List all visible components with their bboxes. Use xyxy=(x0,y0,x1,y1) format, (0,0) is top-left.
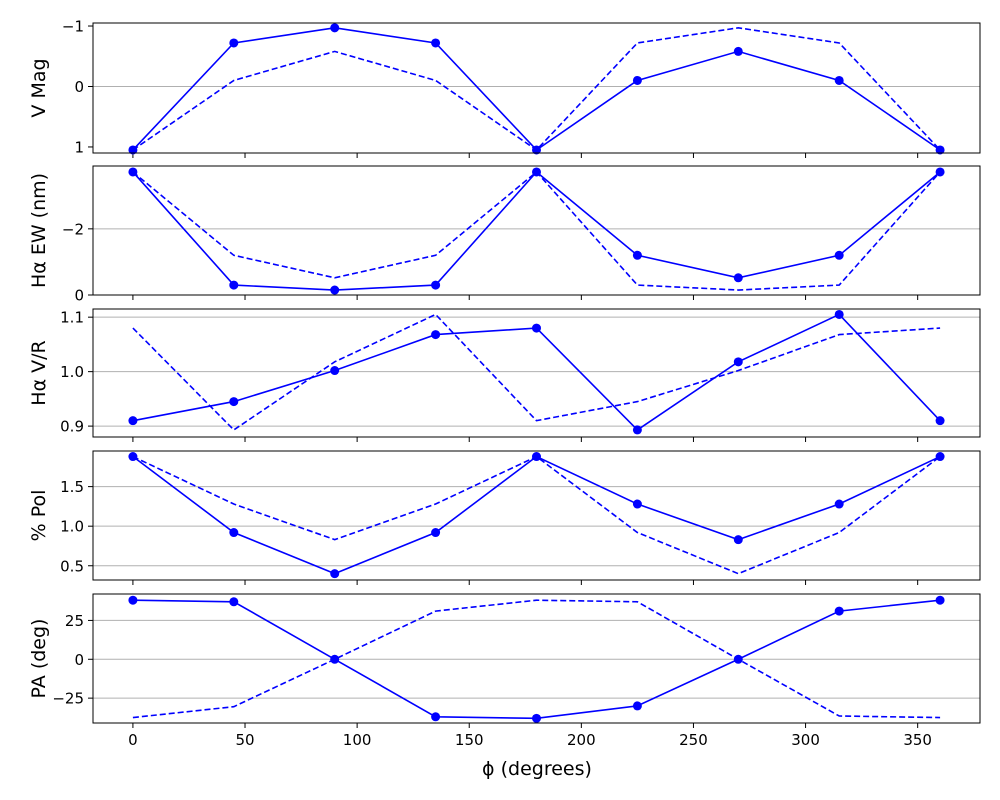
series-dashed-line xyxy=(132,599,941,719)
data-point xyxy=(128,416,138,426)
y-axis-label: PA (deg) xyxy=(28,619,50,699)
data-point xyxy=(632,425,642,435)
y-tick-label: 1.5 xyxy=(60,478,84,496)
y-tick-label: 0 xyxy=(74,78,84,96)
panel-3: 0.9 1.0 1.1 Hα V/R xyxy=(28,308,981,442)
series-dashed-line xyxy=(132,27,941,152)
y-tick-label: −2 xyxy=(62,220,84,238)
y-tick-label: 1 xyxy=(74,138,84,156)
data-point xyxy=(733,273,743,283)
data-point xyxy=(229,397,239,407)
y-axis-label: Hα V/R xyxy=(28,340,50,405)
plot-frame xyxy=(92,22,981,154)
x-axis: 0 50 100 150 200 250 300 350 xyxy=(128,731,932,749)
y-tick-label: 1.0 xyxy=(60,363,84,381)
data-point xyxy=(330,569,340,579)
data-point xyxy=(733,46,743,56)
x-tick-label: 300 xyxy=(791,731,820,749)
data-point xyxy=(834,250,844,260)
series-solid-line xyxy=(132,455,941,575)
y-tick-label: 1.0 xyxy=(60,518,84,536)
data-point xyxy=(632,499,642,509)
data-point xyxy=(532,323,541,333)
y-axis-label: Hα EW (nm) xyxy=(28,173,50,288)
data-point xyxy=(431,712,441,722)
data-point xyxy=(834,606,844,616)
data-point xyxy=(229,528,239,538)
data-point xyxy=(834,499,844,509)
series-solid-line xyxy=(132,27,941,152)
series-dashed-line xyxy=(132,455,941,575)
y-tick-label: 1.1 xyxy=(60,309,84,327)
x-axis-label: ϕ (degrees) xyxy=(482,758,592,780)
data-point xyxy=(935,416,945,426)
data-point xyxy=(330,285,340,295)
data-point xyxy=(733,357,743,367)
data-point xyxy=(935,145,945,155)
y-tick-label: 0 xyxy=(74,287,84,305)
data-point xyxy=(532,452,541,462)
y-tick-label: 0.5 xyxy=(60,557,84,575)
data-point xyxy=(128,167,138,177)
data-point xyxy=(330,366,340,376)
y-tick-label: 25 xyxy=(65,612,84,630)
data-point xyxy=(935,167,945,177)
data-point xyxy=(632,250,642,260)
data-point xyxy=(330,654,340,664)
data-point xyxy=(431,280,441,290)
plot-frame xyxy=(92,308,981,438)
x-tick-label: 100 xyxy=(343,731,372,749)
series-dashed-line xyxy=(132,170,941,291)
data-point xyxy=(229,280,239,290)
x-tick-label: 250 xyxy=(679,731,708,749)
data-point xyxy=(128,595,138,605)
plot-frame xyxy=(92,593,981,724)
data-point xyxy=(532,145,541,155)
panel-1: −1 0 1 V Mag xyxy=(28,18,981,158)
y-tick-label: −25 xyxy=(52,690,84,708)
x-tick-label: 350 xyxy=(903,731,932,749)
data-point xyxy=(632,701,642,711)
data-point xyxy=(834,309,844,319)
panels: −1 0 1 V Mag 0 −2 Hα EW (nm) 0.9 1.0 1.1 Hα V/R 0.5… xyxy=(28,18,981,728)
y-tick-label: 0 xyxy=(74,651,84,669)
data-point xyxy=(330,23,340,33)
panel-2: 0 −2 Hα EW (nm) xyxy=(28,165,981,305)
data-point xyxy=(229,38,239,48)
x-tick-label: 50 xyxy=(235,731,254,749)
x-tick-label: 0 xyxy=(128,731,138,749)
series-dashed-line xyxy=(132,313,941,431)
y-tick-label: −1 xyxy=(62,18,84,36)
data-point xyxy=(128,145,138,155)
data-point xyxy=(431,528,441,538)
x-tick-label: 200 xyxy=(567,731,596,749)
data-point xyxy=(128,452,138,462)
y-axis-label: % Pol xyxy=(28,490,50,542)
data-point xyxy=(935,595,945,605)
data-point xyxy=(431,38,441,48)
series-solid-line xyxy=(132,170,941,291)
data-point xyxy=(733,535,743,545)
data-point xyxy=(733,654,743,664)
x-tick-label: 150 xyxy=(455,731,484,749)
data-point xyxy=(532,167,541,177)
data-point xyxy=(532,713,541,723)
panel-4: 0.5 1.0 1.5 % Pol xyxy=(28,450,981,585)
data-point xyxy=(935,452,945,462)
data-point xyxy=(834,75,844,85)
panel-5: −25 0 25 PA (deg) xyxy=(28,593,981,728)
data-point xyxy=(431,330,441,340)
plot-frame xyxy=(92,165,981,296)
data-point xyxy=(229,597,239,607)
y-axis-label: V Mag xyxy=(28,58,50,117)
data-point xyxy=(632,75,642,85)
y-tick-label: 0.9 xyxy=(60,418,84,436)
plot-frame xyxy=(92,450,981,581)
